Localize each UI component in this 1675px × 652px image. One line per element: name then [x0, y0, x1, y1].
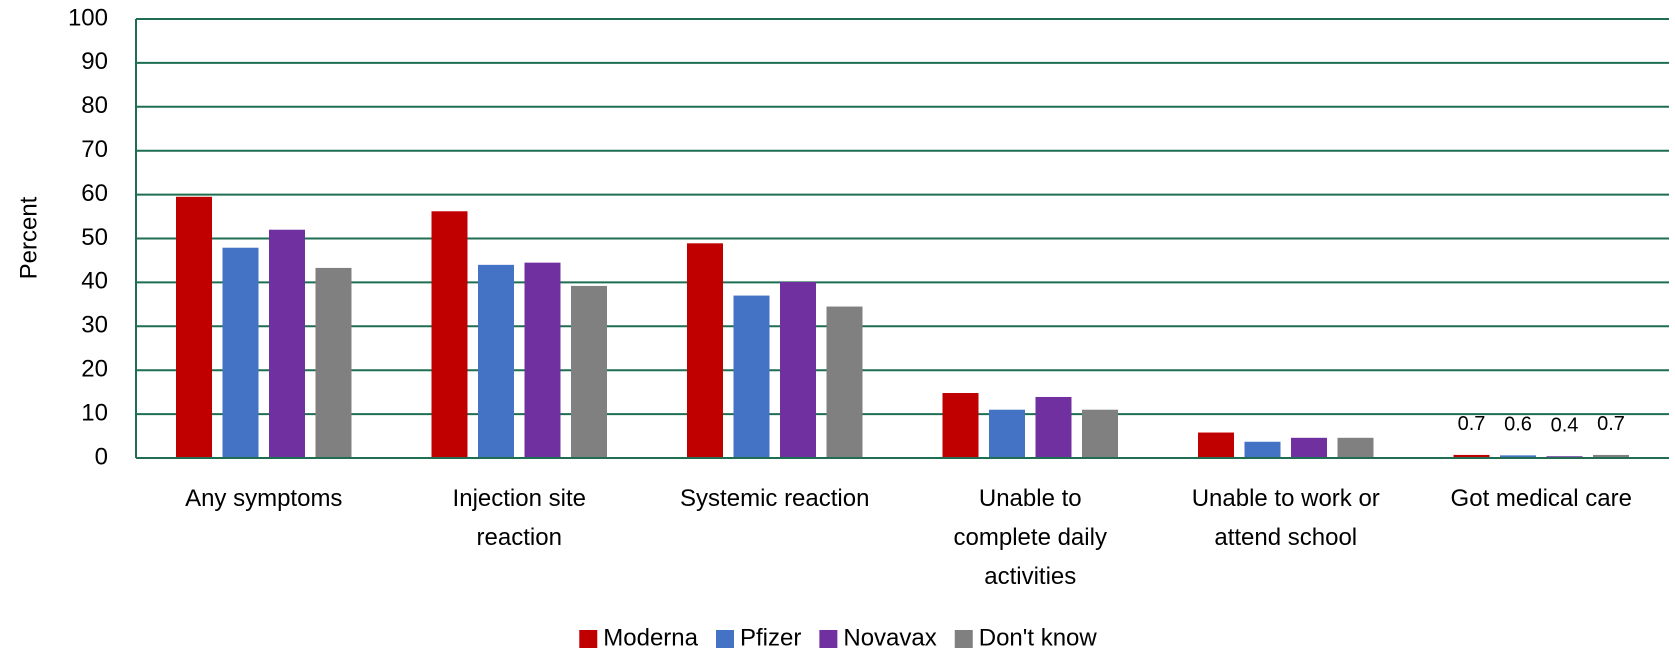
x-tick-label: Systemic reaction	[680, 485, 869, 512]
legend-label: Moderna	[603, 624, 698, 651]
bar	[733, 295, 770, 458]
value-label: 0.7	[1597, 413, 1625, 435]
legend-swatch	[954, 630, 973, 648]
bar	[1035, 396, 1072, 458]
value-label: 0.7	[1458, 413, 1486, 435]
x-tick-label: Injection site reaction	[453, 485, 586, 551]
bar	[1198, 432, 1234, 458]
legend-swatch	[716, 630, 735, 648]
legend-label: Novavax	[843, 624, 936, 651]
bar	[431, 211, 468, 458]
y-tick-label: 20	[81, 356, 108, 383]
y-tick-label: 10	[81, 399, 108, 426]
y-tick-label: 40	[81, 268, 108, 295]
y-tick-label: 50	[81, 224, 108, 251]
bar	[1337, 437, 1374, 458]
y-tick-label: 100	[68, 4, 108, 31]
bar	[1500, 455, 1536, 458]
y-tick-label: 70	[81, 136, 108, 163]
bar	[315, 267, 352, 458]
bar	[1593, 454, 1629, 458]
bar	[687, 243, 723, 458]
bar	[1291, 437, 1327, 458]
legend-swatch	[579, 630, 598, 648]
bar	[571, 285, 607, 458]
y-axis-label: Percent	[15, 196, 42, 279]
bar	[780, 281, 816, 458]
x-tick-label: Unable to complete daily activities	[954, 485, 1107, 590]
y-tick-label: 80	[81, 92, 108, 119]
legend: Moderna Pfizer Novavax Don't know	[579, 624, 1097, 651]
y-tick-label: 0	[95, 443, 108, 470]
value-label: 0.6	[1504, 414, 1532, 436]
y-tick-label: 30	[81, 312, 108, 339]
bar	[1082, 409, 1118, 458]
bar	[942, 393, 979, 458]
y-tick-label: 90	[81, 48, 108, 75]
x-tick-label: Got medical care	[1451, 485, 1632, 512]
bar	[524, 262, 561, 458]
bar	[176, 196, 212, 459]
bar	[222, 247, 259, 458]
bar	[269, 229, 305, 458]
bar	[989, 409, 1025, 458]
x-tick-label: Any symptoms	[185, 485, 342, 512]
legend-swatch	[819, 630, 838, 648]
bar	[1453, 454, 1490, 458]
bar	[1244, 441, 1281, 458]
y-tick-label: 60	[81, 180, 108, 207]
bar	[826, 306, 863, 458]
value-label: 0.4	[1551, 415, 1579, 437]
legend-label: Don't know	[979, 624, 1098, 651]
legend-label: Pfizer	[740, 624, 801, 651]
x-tick-label: Unable to work or attend school	[1192, 485, 1380, 551]
bar	[478, 264, 514, 458]
